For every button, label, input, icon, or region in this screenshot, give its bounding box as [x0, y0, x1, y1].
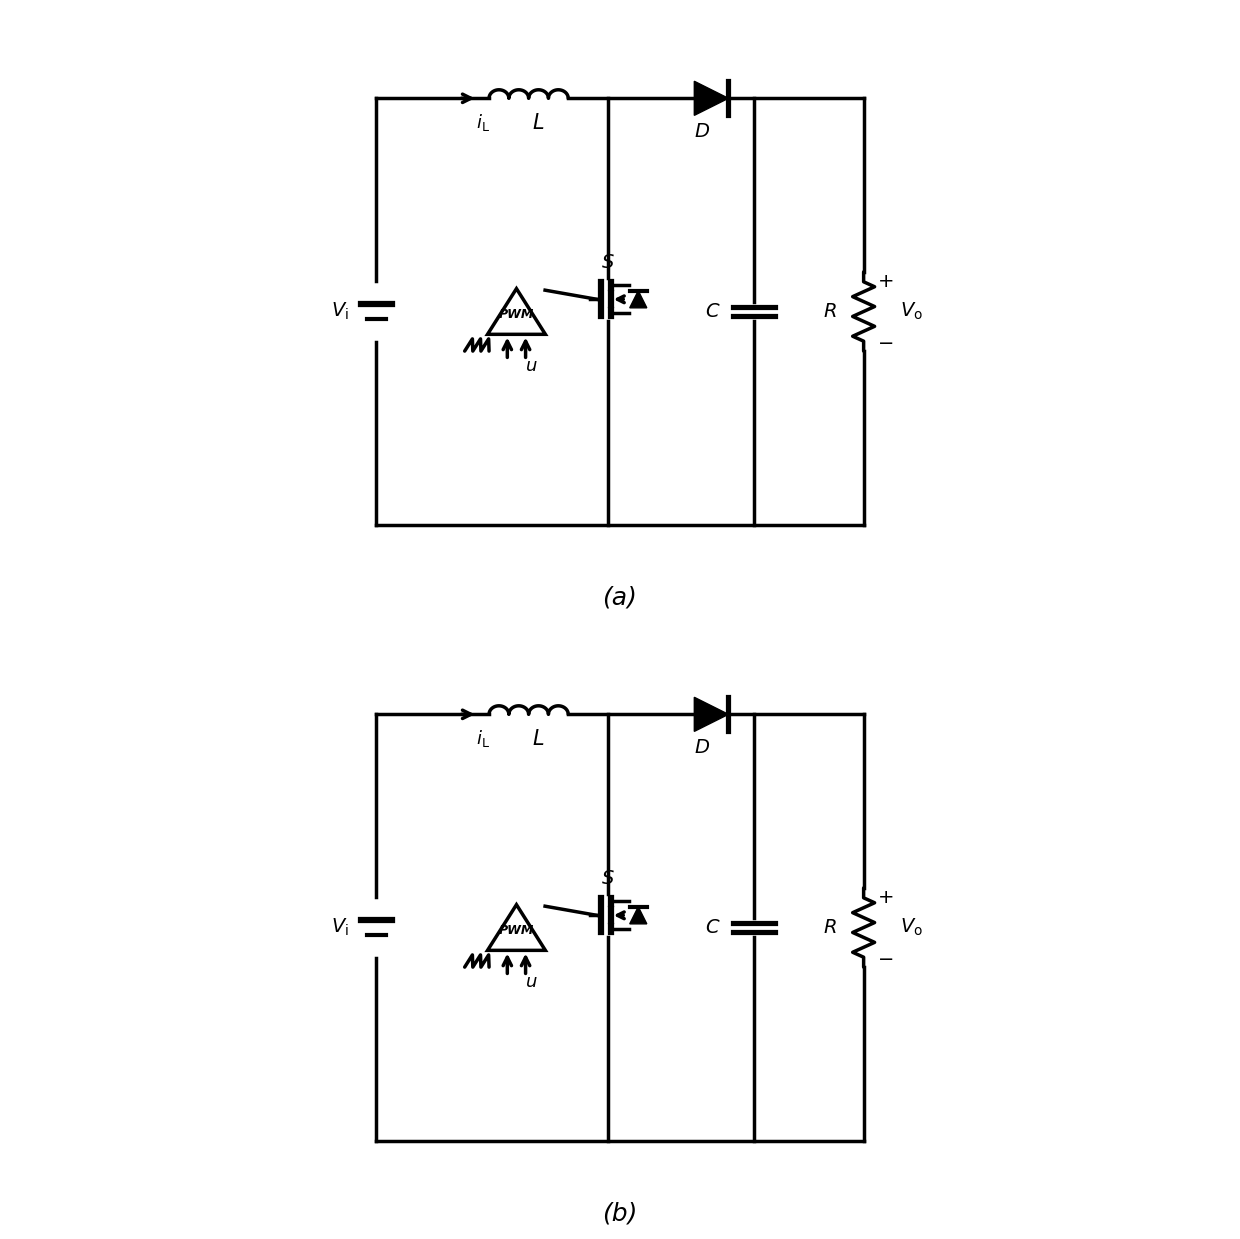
- Text: $i_\mathrm{L}$: $i_\mathrm{L}$: [476, 729, 490, 750]
- Text: $D$: $D$: [694, 123, 711, 141]
- Text: (b): (b): [603, 1202, 637, 1225]
- Polygon shape: [694, 698, 728, 731]
- Polygon shape: [487, 904, 546, 950]
- Text: $S$: $S$: [601, 253, 615, 273]
- Text: PWM: PWM: [498, 924, 534, 937]
- Text: $-$: $-$: [877, 949, 893, 968]
- Text: $-$: $-$: [877, 332, 893, 352]
- Polygon shape: [487, 289, 546, 335]
- Text: $+$: $+$: [877, 887, 893, 907]
- Text: $R$: $R$: [822, 918, 836, 937]
- Text: $u$: $u$: [526, 974, 538, 991]
- Text: $V_\mathrm{i}$: $V_\mathrm{i}$: [331, 301, 348, 322]
- Text: $S$: $S$: [601, 870, 615, 888]
- Text: $V_\mathrm{i}$: $V_\mathrm{i}$: [331, 917, 348, 938]
- Text: (a): (a): [603, 586, 637, 610]
- Text: PWM: PWM: [498, 309, 534, 321]
- Text: $C$: $C$: [706, 918, 720, 937]
- Text: $V_\mathrm{o}$: $V_\mathrm{o}$: [900, 301, 923, 322]
- Text: $i_\mathrm{L}$: $i_\mathrm{L}$: [476, 113, 490, 133]
- Polygon shape: [630, 907, 647, 924]
- Polygon shape: [694, 82, 728, 115]
- Text: $+$: $+$: [877, 271, 893, 290]
- Text: $u$: $u$: [526, 357, 538, 375]
- Text: $D$: $D$: [694, 738, 711, 757]
- Text: $R$: $R$: [822, 302, 836, 321]
- Text: $V_\mathrm{o}$: $V_\mathrm{o}$: [900, 917, 923, 938]
- Text: $L$: $L$: [532, 113, 544, 133]
- Text: $C$: $C$: [706, 302, 720, 321]
- Polygon shape: [630, 291, 647, 307]
- Text: $L$: $L$: [532, 729, 544, 748]
